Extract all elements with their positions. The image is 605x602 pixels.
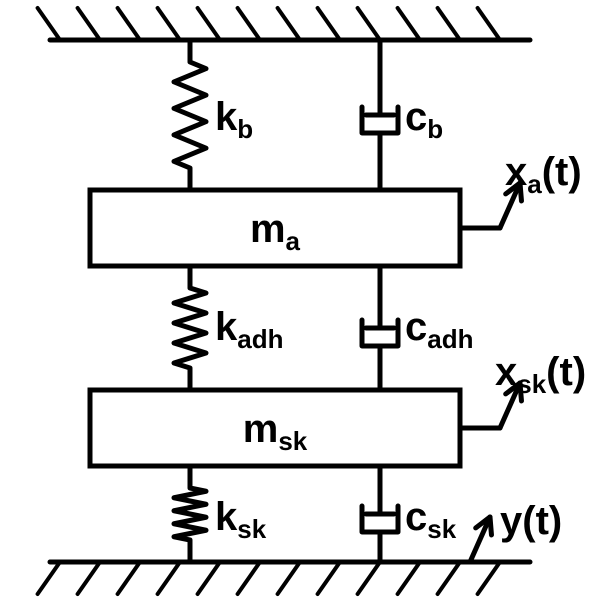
label-c-sk: csk xyxy=(405,495,457,544)
label-x-a: xa(t) xyxy=(505,150,582,199)
label-k-b: kb xyxy=(215,95,253,144)
label-k-sk: ksk xyxy=(215,495,267,544)
label-y-t: y(t) xyxy=(500,499,562,543)
label-c-b: cb xyxy=(405,95,443,144)
label-x-sk: xsk(t) xyxy=(495,350,586,399)
label-c-adh: cadh xyxy=(405,305,473,354)
label-k-adh: kadh xyxy=(215,305,283,354)
mass-spring-damper-diagram: kbcbmakadhcadhmskkskcskxa(t)xsk(t)y(t) xyxy=(0,0,605,602)
